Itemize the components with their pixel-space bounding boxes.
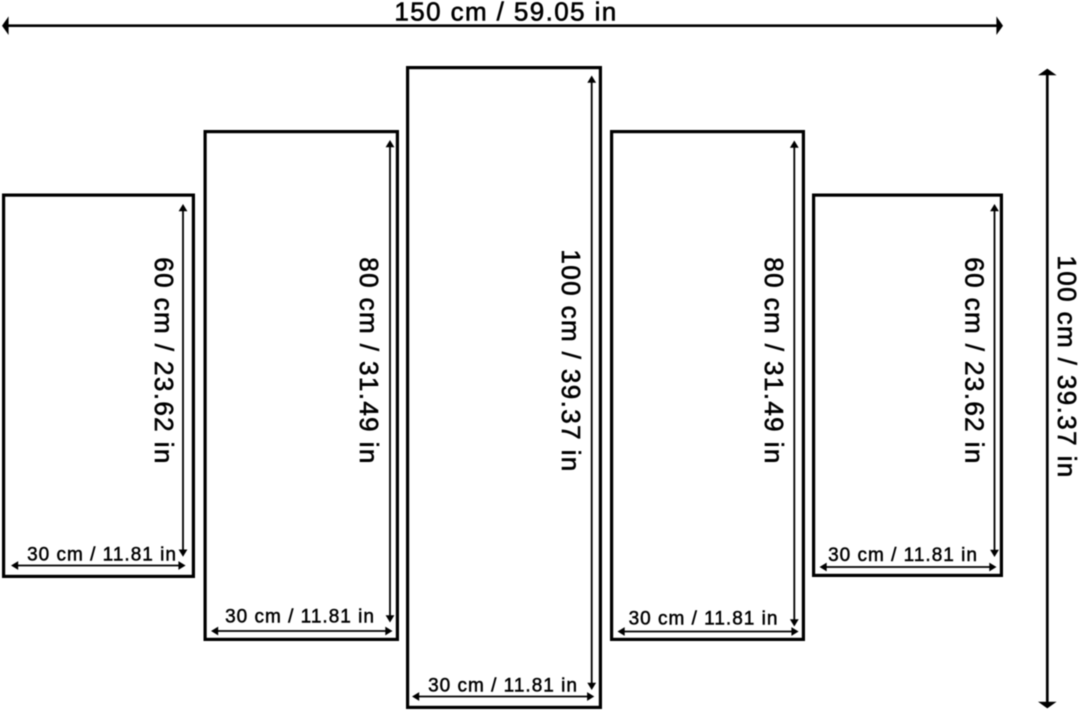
svg-text:100 cm / 39.37 in: 100 cm / 39.37 in: [1052, 255, 1080, 478]
svg-text:30 cm / 11.81 in: 30 cm / 11.81 in: [27, 545, 177, 566]
svg-text:80 cm / 31.49 in: 80 cm / 31.49 in: [759, 257, 789, 464]
svg-text:30 cm / 11.81 in: 30 cm / 11.81 in: [629, 608, 779, 629]
svg-text:30 cm / 11.81 in: 30 cm / 11.81 in: [225, 607, 375, 628]
svg-text:80 cm / 31.49 in: 80 cm / 31.49 in: [354, 257, 384, 464]
svg-text:100 cm / 39.37 in: 100 cm / 39.37 in: [556, 249, 586, 472]
svg-text:30 cm / 11.81 in: 30 cm / 11.81 in: [428, 676, 578, 697]
svg-text:60 cm / 23.62 in: 60 cm / 23.62 in: [960, 257, 990, 464]
svg-text:150 cm / 59.05 in: 150 cm / 59.05 in: [394, 0, 617, 27]
svg-text:30 cm / 11.81 in: 30 cm / 11.81 in: [828, 545, 978, 566]
svg-text:60 cm / 23.62 in: 60 cm / 23.62 in: [149, 257, 179, 464]
